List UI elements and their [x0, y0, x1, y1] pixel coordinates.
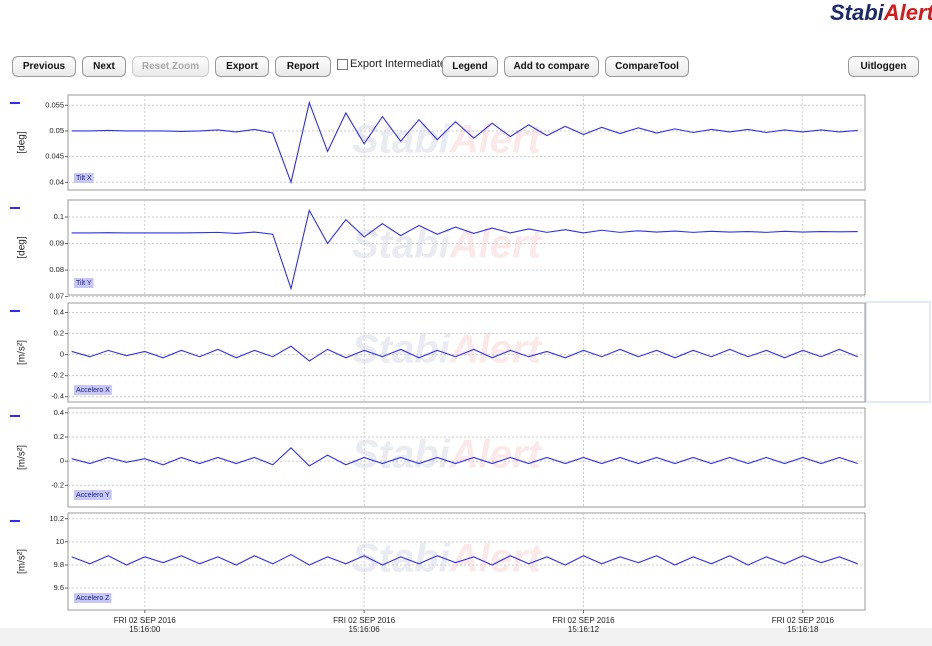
watermark-part: Stabi [352, 537, 451, 581]
button[interactable]: Export [215, 56, 269, 77]
y-tick-label: 0 [60, 350, 64, 359]
watermark: StabiAlert [352, 433, 543, 477]
button[interactable]: Uitloggen [848, 56, 919, 77]
y-axis-label: [m/s²] [17, 340, 28, 365]
y-tick-label: 0.1 [54, 212, 64, 221]
watermark-part: Alert [449, 537, 543, 581]
y-tick-label: 0.045 [45, 152, 64, 161]
checkbox-box[interactable] [337, 58, 348, 70]
y-axis-label: [m/s²] [17, 445, 28, 470]
legend-label: Accelero X [76, 387, 110, 394]
y-tick-label: 0.4 [54, 408, 64, 417]
checkbox-label: Export Intermediate [350, 58, 446, 70]
y-tick-label: 9.8 [54, 560, 64, 569]
y-tick-label: 9.6 [54, 583, 64, 592]
legend-box [74, 385, 112, 395]
watermark-part: Alert [449, 328, 543, 372]
logo-part: Stabi [830, 0, 885, 25]
data-line [71, 100, 858, 185]
legend-label: Accelero Z [76, 595, 110, 602]
data-line [71, 553, 858, 566]
y-tick-label: 0.055 [45, 100, 64, 109]
y-axis-label: [deg] [17, 236, 28, 258]
data-line [71, 447, 858, 467]
y-tick-label: -0.2 [51, 371, 64, 380]
x-tick-label: FRI 02 SEP 2016 15:16:12 [552, 616, 615, 634]
y-tick-label: 0.2 [54, 432, 64, 441]
legend-marker [10, 102, 20, 104]
button[interactable]: Next [82, 56, 126, 77]
watermark: StabiAlert [352, 118, 543, 162]
y-axis-label: [m/s²] [17, 549, 28, 574]
button[interactable]: Add to compare [504, 56, 599, 77]
button[interactable]: Previous [12, 56, 76, 77]
watermark: StabiAlert [352, 223, 543, 267]
watermark-part: Stabi [352, 433, 451, 477]
legend-marker [10, 520, 20, 522]
logo-part: Alert [883, 0, 932, 25]
button[interactable]: Report [275, 56, 331, 77]
y-tick-label: 10 [56, 537, 64, 546]
watermark-part: Alert [449, 433, 543, 477]
legend-box [74, 173, 94, 183]
y-tick-label: 0.08 [49, 265, 64, 274]
data-line [71, 208, 858, 291]
y-tick-label: -0.2 [51, 480, 64, 489]
legend-marker [10, 207, 20, 209]
y-tick-label: 0.4 [54, 307, 64, 316]
checkbox[interactable]: Export Intermediate [337, 58, 446, 70]
y-tick-label: 0 [60, 456, 64, 465]
y-tick-label: 0.09 [49, 239, 64, 248]
side-frame [865, 301, 931, 403]
button[interactable]: CompareTool [605, 56, 689, 77]
plot-frame [67, 199, 866, 296]
x-tick-label: FRI 02 SEP 2016 15:16:18 [771, 616, 834, 634]
legend-box [74, 593, 112, 603]
data-line [71, 345, 858, 362]
button[interactable]: Legend [442, 56, 498, 77]
button: Reset Zoom [132, 56, 209, 77]
plot-frame [67, 94, 866, 191]
watermark: StabiAlert [352, 537, 543, 581]
y-tick-label: -0.4 [51, 392, 64, 401]
legend-label: Tilt Y [76, 280, 92, 287]
legend-label: Accelero Y [76, 492, 110, 499]
y-tick-label: 0.04 [49, 177, 64, 186]
y-tick-label: 10.2 [49, 514, 64, 523]
footer-band [0, 628, 932, 646]
y-tick-label: 0.05 [49, 126, 64, 135]
legend-label: Tilt X [76, 175, 92, 182]
legend-marker [10, 415, 20, 417]
x-tick-label: FRI 02 SEP 2016 15:16:06 [333, 616, 396, 634]
watermark: StabiAlert [352, 328, 543, 372]
y-tick-label: 0.2 [54, 329, 64, 338]
watermark-part: Alert [449, 118, 543, 162]
plot-frame [67, 512, 866, 611]
x-tick-label: FRI 02 SEP 2016 15:16:00 [113, 616, 176, 634]
watermark-part: Stabi [352, 223, 451, 267]
y-tick-label: 0.07 [49, 292, 64, 301]
logo: StabiAlert [830, 0, 932, 25]
plot-frame [67, 407, 866, 508]
legend-box [74, 490, 112, 500]
legend-box [74, 278, 94, 288]
y-axis-label: [deg] [17, 131, 28, 153]
watermark-part: Stabi [352, 118, 451, 162]
legend-marker [10, 310, 20, 312]
